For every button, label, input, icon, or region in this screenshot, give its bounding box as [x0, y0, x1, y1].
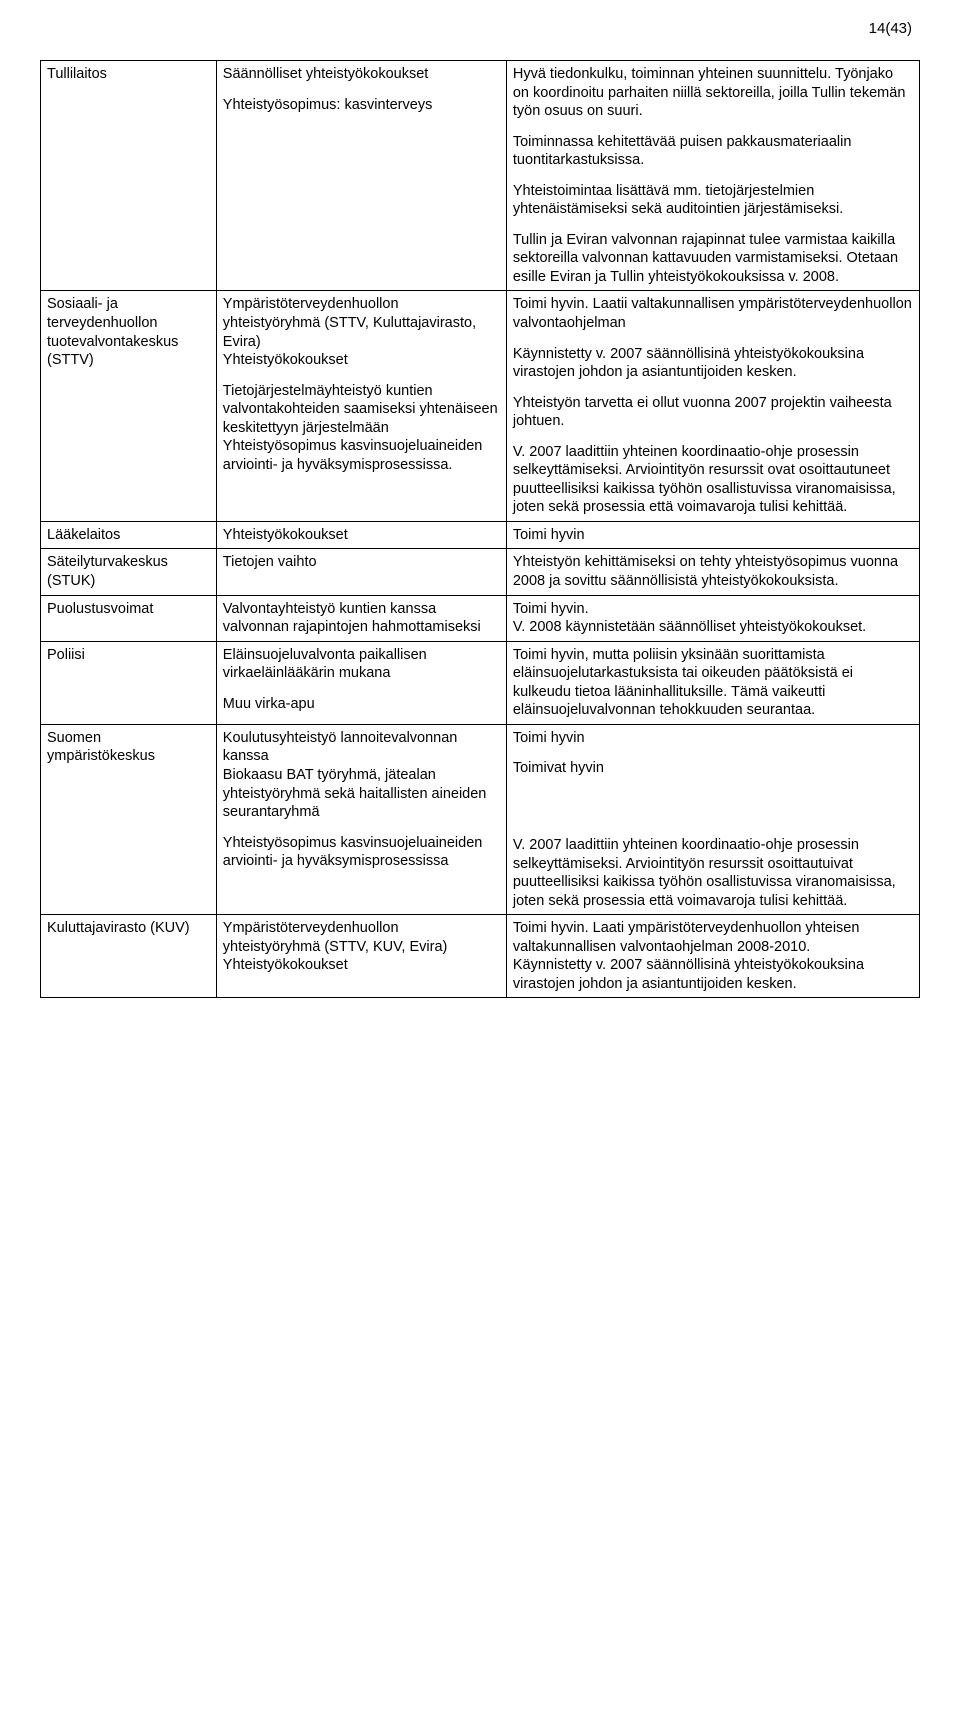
page: 14(43) Tullilaitos Säännölliset yhteisty… — [0, 0, 960, 1038]
table-row: Säteilyturvakeskus (STUK) Tietojen vaiht… — [41, 549, 920, 595]
cell-text: Ympäristöterveydenhuollon yhteistyöryhmä… — [223, 919, 500, 956]
cell-text: Tullin ja Eviran valvonnan rajapinnat tu… — [513, 231, 913, 287]
cooperation-table: Tullilaitos Säännölliset yhteistyökokouk… — [40, 60, 920, 998]
cell-text: Toimi hyvin. Laati ympäristöterveydenhuo… — [513, 919, 913, 956]
col-cooperation: Eläinsuojeluvalvonta paikallisen virkael… — [216, 641, 506, 724]
cell-text: Koulutusyhteistyö lannoitevalvonnan kans… — [223, 729, 500, 766]
col-cooperation: Tietojen vaihto — [216, 549, 506, 595]
col-organisation: Poliisi — [41, 641, 217, 724]
col-assessment: Toimi hyvin. Laati ympäristöterveydenhuo… — [506, 915, 919, 998]
col-assessment: Toimi hyvin, mutta poliisin yksinään suo… — [506, 641, 919, 724]
cell-text: Yhteistyösopimus: kasvinterveys — [223, 96, 500, 115]
cell-text: Toimi hyvin — [513, 729, 913, 748]
table-row: Kuluttajavirasto (KUV) Ympäristöterveyde… — [41, 915, 920, 998]
cell-text: Toimi hyvin. — [513, 600, 913, 619]
col-assessment: Yhteistyön kehittämiseksi on tehty yhtei… — [506, 549, 919, 595]
cell-text: V. 2007 laadittiin yhteinen koordinaatio… — [513, 836, 913, 910]
cell-text: Hyvä tiedonkulku, toiminnan yhteinen suu… — [513, 65, 913, 121]
cell-text: Ympäristöterveydenhuollon yhteistyöryhmä… — [223, 295, 500, 351]
cell-text: Eläinsuojeluvalvonta paikallisen virkael… — [223, 646, 500, 683]
col-assessment: Toimi hyvin Toimivat hyvin V. 2007 laadi… — [506, 724, 919, 914]
page-number: 14(43) — [869, 20, 912, 37]
table-row: Poliisi Eläinsuojeluvalvonta paikallisen… — [41, 641, 920, 724]
col-cooperation: Yhteistyökokoukset — [216, 521, 506, 549]
col-organisation: Suomen ympäristökeskus — [41, 724, 217, 914]
table-row: Suomen ympäristökeskus Koulutusyhteistyö… — [41, 724, 920, 914]
col-assessment: Toimi hyvin. V. 2008 käynnistetään säänn… — [506, 595, 919, 641]
col-organisation: Kuluttajavirasto (KUV) — [41, 915, 217, 998]
cell-text: Toimi hyvin. Laatii valtakunnallisen ymp… — [513, 295, 913, 332]
col-organisation: Puolustusvoimat — [41, 595, 217, 641]
col-cooperation: Koulutusyhteistyö lannoitevalvonnan kans… — [216, 724, 506, 914]
cell-text: Tietojärjestelmäyhteistyö kuntien valvon… — [223, 382, 500, 438]
cell-text: V. 2008 käynnistetään säännölliset yhtei… — [513, 618, 913, 637]
cell-text: Käynnistetty v. 2007 säännöllisinä yhtei… — [513, 345, 913, 382]
table-row: Lääkelaitos Yhteistyökokoukset Toimi hyv… — [41, 521, 920, 549]
col-cooperation: Valvontayhteistyö kuntien kanssa valvonn… — [216, 595, 506, 641]
cell-text: Biokaasu BAT työryhmä, jätealan yhteisty… — [223, 766, 500, 822]
cell-text: Toiminnassa kehitettävää puisen pakkausm… — [513, 133, 913, 170]
cell-text: Yhteistyösopimus kasvinsuojeluaineiden a… — [223, 437, 500, 474]
cell-text: Yhteistyösopimus kasvinsuojeluaineiden a… — [223, 834, 500, 871]
col-assessment: Toimi hyvin — [506, 521, 919, 549]
cell-text: Käynnistetty v. 2007 säännöllisinä yhtei… — [513, 956, 913, 993]
cell-text: Säännölliset yhteistyökokoukset — [223, 65, 500, 84]
col-cooperation: Ympäristöterveydenhuollon yhteistyöryhmä… — [216, 291, 506, 521]
cell-text: Muu virka-apu — [223, 695, 500, 714]
col-organisation: Sosiaali- ja terveydenhuollon tuotevalvo… — [41, 291, 217, 521]
table-row: Sosiaali- ja terveydenhuollon tuotevalvo… — [41, 291, 920, 521]
table-row: Puolustusvoimat Valvontayhteistyö kuntie… — [41, 595, 920, 641]
col-organisation: Säteilyturvakeskus (STUK) — [41, 549, 217, 595]
table-row: Tullilaitos Säännölliset yhteistyökokouk… — [41, 61, 920, 291]
cell-text: Yhteistyön tarvetta ei ollut vuonna 2007… — [513, 394, 913, 431]
cell-text: Yhteistyökokoukset — [223, 351, 500, 370]
col-organisation: Lääkelaitos — [41, 521, 217, 549]
cell-text: Yhteistyökokoukset — [223, 956, 500, 975]
cell-text: Toimivat hyvin — [513, 759, 913, 778]
col-cooperation: Ympäristöterveydenhuollon yhteistyöryhmä… — [216, 915, 506, 998]
cell-text: Yhteistoimintaa lisättävä mm. tietojärje… — [513, 182, 913, 219]
col-assessment: Hyvä tiedonkulku, toiminnan yhteinen suu… — [506, 61, 919, 291]
col-cooperation: Säännölliset yhteistyökokoukset Yhteisty… — [216, 61, 506, 291]
col-assessment: Toimi hyvin. Laatii valtakunnallisen ymp… — [506, 291, 919, 521]
col-organisation: Tullilaitos — [41, 61, 217, 291]
cell-text: V. 2007 laadittiin yhteinen koordinaatio… — [513, 443, 913, 517]
